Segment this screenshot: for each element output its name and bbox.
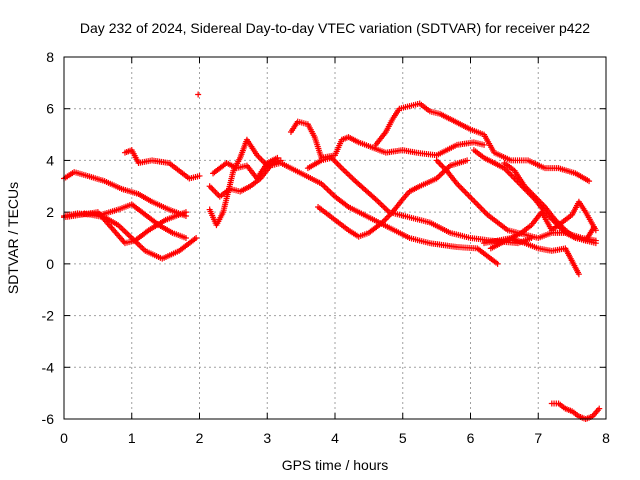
plus-marker [575, 271, 582, 278]
plus-marker [474, 201, 481, 208]
plus-marker [209, 186, 216, 193]
x-tick-label: 4 [331, 430, 339, 446]
series-track-18 [501, 160, 597, 244]
series-track-04 [81, 201, 189, 241]
plus-marker [258, 156, 265, 163]
y-tick-label: 4 [46, 152, 54, 168]
x-tick-label: 7 [534, 430, 542, 446]
plus-marker [467, 193, 474, 200]
plus-marker [481, 141, 488, 148]
data-points [61, 91, 603, 422]
y-tick-label: 2 [46, 204, 54, 220]
plus-marker [437, 161, 444, 168]
plus-marker [462, 189, 469, 196]
plus-marker [212, 189, 219, 196]
plus-marker [208, 184, 215, 191]
plus-marker [383, 215, 390, 222]
plus-marker [508, 172, 515, 179]
plus-marker [477, 204, 484, 211]
plus-marker [472, 199, 479, 206]
plus-marker [277, 157, 284, 164]
x-tick-label: 2 [196, 430, 204, 446]
plus-marker [206, 183, 213, 190]
plus-marker [464, 191, 471, 198]
series-track-17 [481, 235, 582, 278]
plus-marker [385, 213, 392, 220]
x-tick-label: 6 [467, 430, 475, 446]
plus-marker [274, 154, 281, 161]
plus-marker [464, 157, 471, 164]
series-track-09 [210, 154, 281, 182]
y-tick-label: 8 [46, 49, 54, 65]
plus-marker [335, 162, 342, 169]
plus-marker [481, 208, 488, 215]
y-tick-label: -2 [42, 308, 55, 324]
y-axis-label: SDTVAR / TECUs [5, 182, 21, 294]
plus-marker [211, 187, 218, 194]
plus-marker [478, 205, 485, 212]
plus-marker [193, 235, 200, 241]
series-track-01 [61, 169, 189, 220]
x-tick-label: 8 [602, 430, 610, 446]
series-track-07 [206, 160, 501, 267]
plus-marker [332, 159, 339, 166]
plus-marker [456, 183, 463, 190]
plus-marker [382, 216, 389, 223]
plot-frame [63, 56, 607, 420]
plus-marker [433, 157, 440, 164]
plus-marker [471, 198, 478, 205]
plus-marker [256, 155, 263, 162]
x-axis-label: GPS time / hours [282, 457, 389, 473]
plus-marker [195, 91, 202, 98]
plus-marker [482, 210, 489, 217]
x-tick-label: 3 [263, 430, 271, 446]
tick-labels: 0 1 2 3 4 5 6 7 8 -6 -4 -2 0 2 4 6 8 [42, 49, 611, 446]
plus-marker [182, 209, 189, 216]
grid-lines [64, 57, 606, 419]
plus-marker [436, 160, 443, 167]
series-track-12 [315, 157, 471, 240]
x-tick-label: 1 [128, 430, 136, 446]
plus-marker [494, 260, 501, 267]
y-tick-label: 0 [46, 256, 54, 272]
series-track-10 [287, 118, 488, 161]
x-tick-label: 5 [399, 430, 407, 446]
series-track-03 [61, 209, 189, 247]
plus-marker [475, 202, 482, 209]
plus-marker [590, 224, 597, 231]
plus-marker [196, 172, 203, 179]
y-tick-label: 6 [46, 101, 54, 117]
plus-marker [455, 182, 462, 189]
x-tick-label: 0 [60, 430, 68, 446]
series-track-19 [548, 400, 603, 422]
series-track-13 [372, 100, 593, 185]
plus-marker [458, 185, 465, 192]
plus-marker [182, 235, 189, 241]
plus-marker [586, 178, 593, 185]
plus-marker [435, 158, 442, 165]
plus-marker [334, 160, 341, 167]
plus-marker [459, 186, 466, 193]
plus-marker [461, 188, 468, 195]
plus-marker [468, 195, 475, 202]
y-tick-label: -4 [42, 359, 55, 375]
series-track-05 [121, 147, 203, 182]
series-track-06 [195, 91, 202, 98]
chart-title: Day 232 of 2024, Sidereal Day-to-day VTE… [80, 20, 590, 36]
plus-marker [596, 405, 603, 412]
plus-marker [592, 240, 599, 247]
series-track-08 [206, 136, 284, 229]
plus-marker [337, 163, 344, 170]
y-tick-label: -6 [42, 411, 55, 427]
